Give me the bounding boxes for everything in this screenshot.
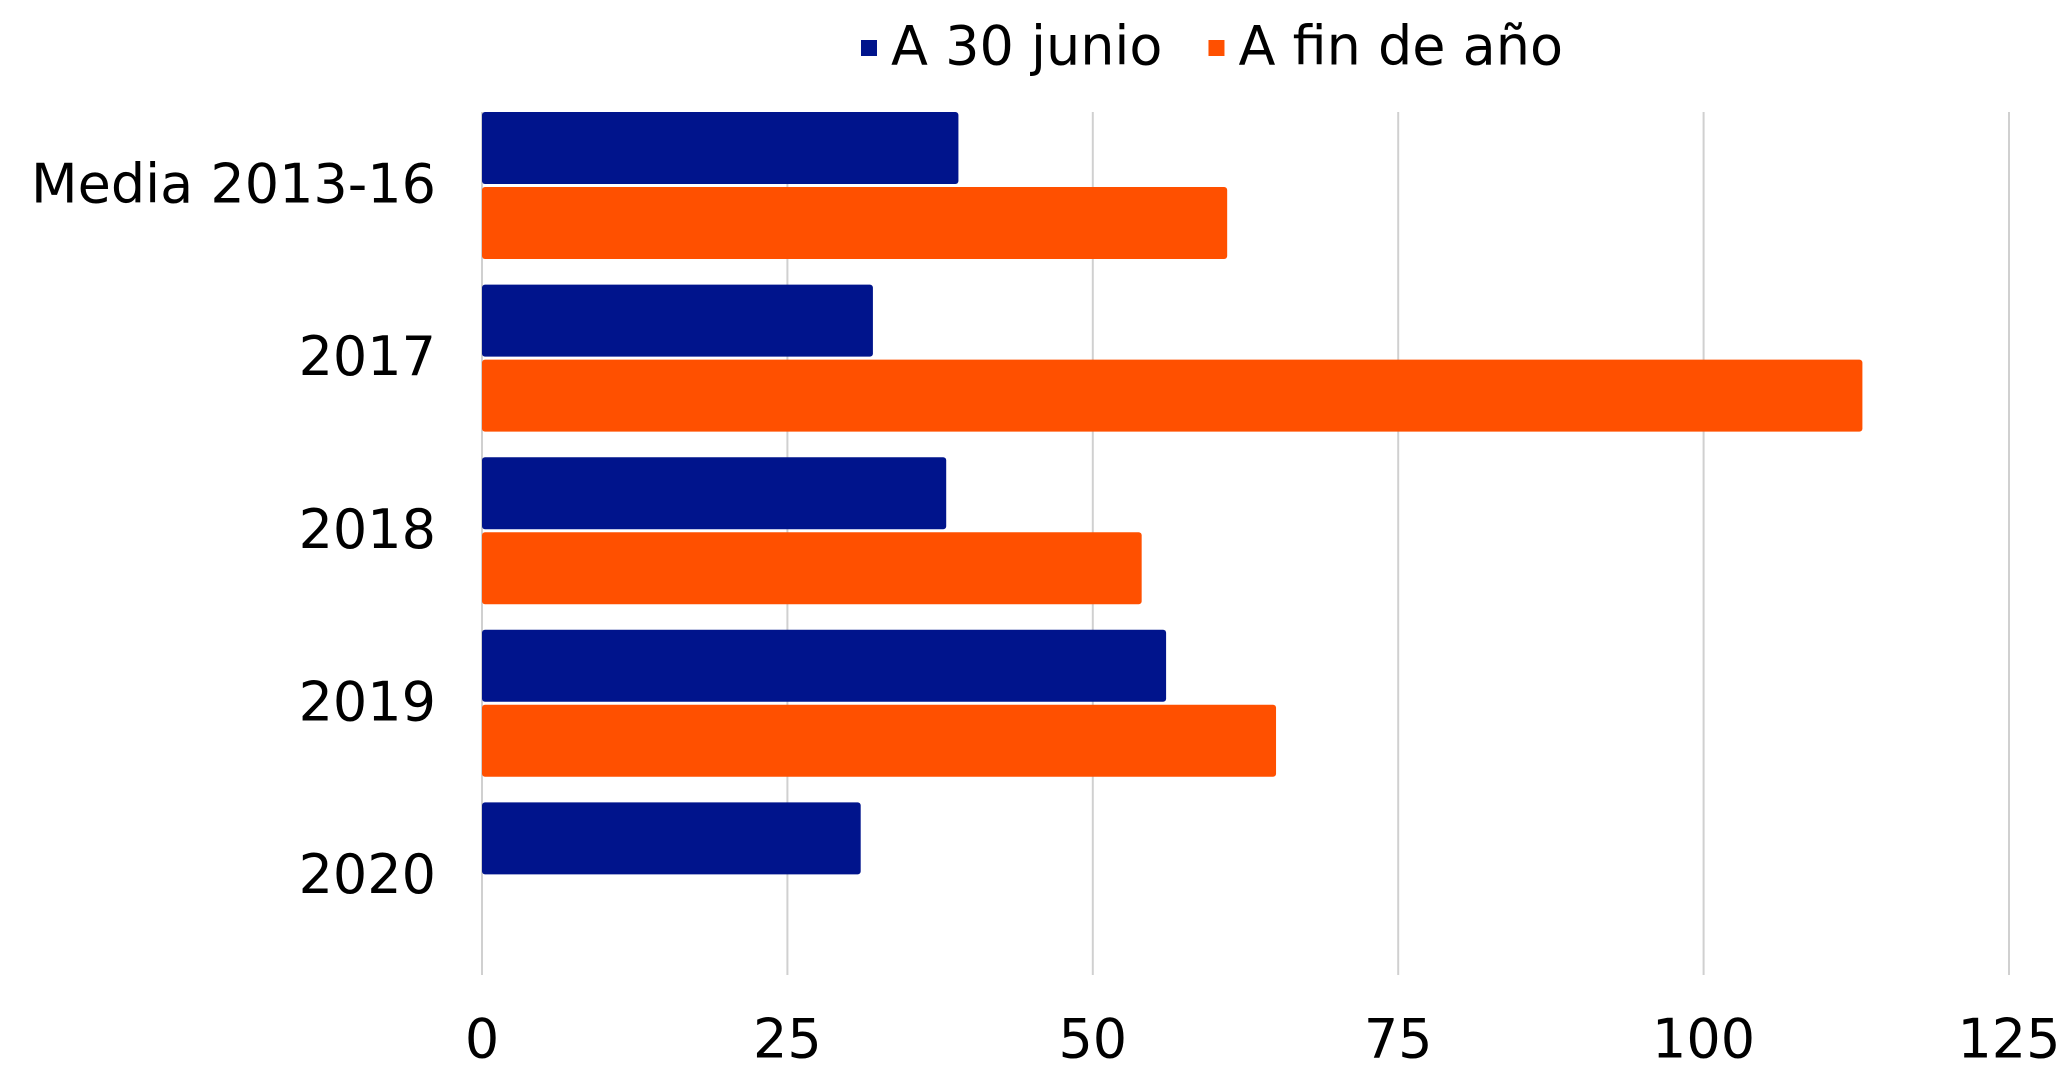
x-tick-label: 75 <box>1364 1008 1433 1070</box>
bar <box>482 629 1167 702</box>
x-tick-label: 0 <box>465 1008 499 1070</box>
bar <box>482 284 873 357</box>
legend-swatch <box>860 40 877 56</box>
bar <box>482 359 1863 432</box>
x-tick-label: 25 <box>753 1008 822 1070</box>
bar <box>482 112 959 184</box>
y-tick-label: 2019 <box>299 670 436 733</box>
y-tick-label: 2017 <box>299 325 436 388</box>
bar <box>482 187 1228 259</box>
legend-label: A 30 junio <box>891 15 1162 78</box>
x-tick-label: 50 <box>1058 1008 1127 1070</box>
bar <box>482 802 861 875</box>
bar <box>482 457 947 530</box>
x-tick-label: 125 <box>1957 1008 2060 1070</box>
legend-swatch <box>1208 40 1225 56</box>
legend-label: A fin de año <box>1238 15 1563 78</box>
bar <box>482 704 1277 777</box>
y-tick-label: Media 2013-16 <box>31 153 436 216</box>
y-tick-label: 2020 <box>299 843 436 906</box>
bar <box>482 532 1142 605</box>
x-tick-label: 100 <box>1652 1008 1755 1070</box>
y-tick-label: 2018 <box>299 498 436 561</box>
